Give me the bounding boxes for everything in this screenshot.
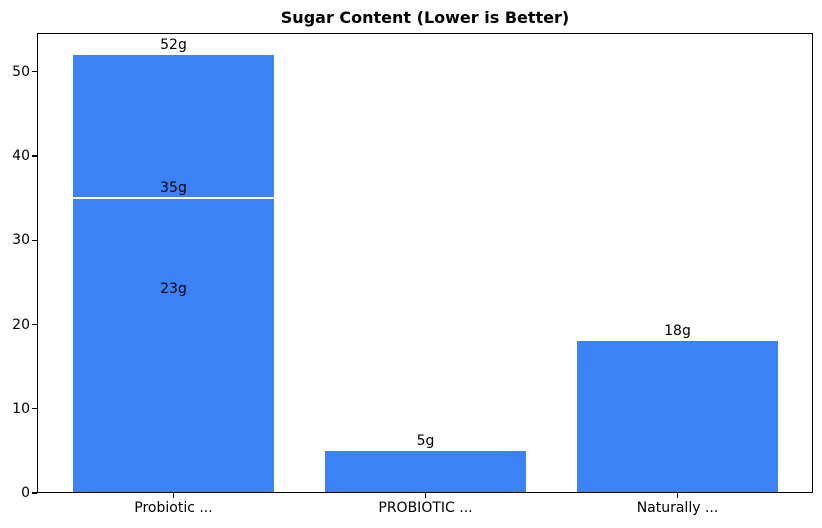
y-axis-tick-label: 20 bbox=[12, 316, 30, 333]
x-axis-tick-label: Naturally ... bbox=[636, 500, 719, 516]
y-axis-tick-mark bbox=[32, 71, 37, 73]
y-axis-tick-mark bbox=[32, 408, 37, 410]
x-axis-tick-label: Probiotic ... bbox=[134, 500, 213, 516]
x-axis-tick-mark bbox=[172, 493, 175, 498]
chart-title: Sugar Content (Lower is Better) bbox=[280, 8, 570, 27]
x-axis-tick-label: PROBIOTIC ... bbox=[378, 500, 473, 516]
y-axis-tick-label: 30 bbox=[12, 232, 30, 249]
y-axis-tick-label: 40 bbox=[12, 148, 30, 164]
bar-value-label: 18g bbox=[664, 323, 691, 340]
bar bbox=[73, 299, 274, 493]
bar-value-label: 5g bbox=[416, 432, 435, 449]
y-axis-tick-label: 50 bbox=[12, 63, 30, 80]
y-axis-tick-mark bbox=[32, 239, 37, 241]
x-axis-tick-mark bbox=[424, 493, 427, 498]
y-axis-tick-label: 0 bbox=[21, 485, 30, 501]
x-axis-tick-mark bbox=[676, 493, 679, 498]
y-axis-tick-mark bbox=[32, 155, 37, 157]
bar-divider-line bbox=[73, 197, 274, 199]
bar bbox=[325, 450, 526, 493]
bar bbox=[577, 341, 778, 493]
y-axis-tick-mark bbox=[32, 323, 37, 326]
bar-value-label: 52g bbox=[160, 36, 187, 53]
bar-value-label: 35g bbox=[160, 180, 187, 197]
bar-value-label: 23g bbox=[160, 281, 187, 298]
y-axis-tick-mark bbox=[32, 492, 37, 494]
y-axis-tick-label: 10 bbox=[12, 400, 30, 417]
